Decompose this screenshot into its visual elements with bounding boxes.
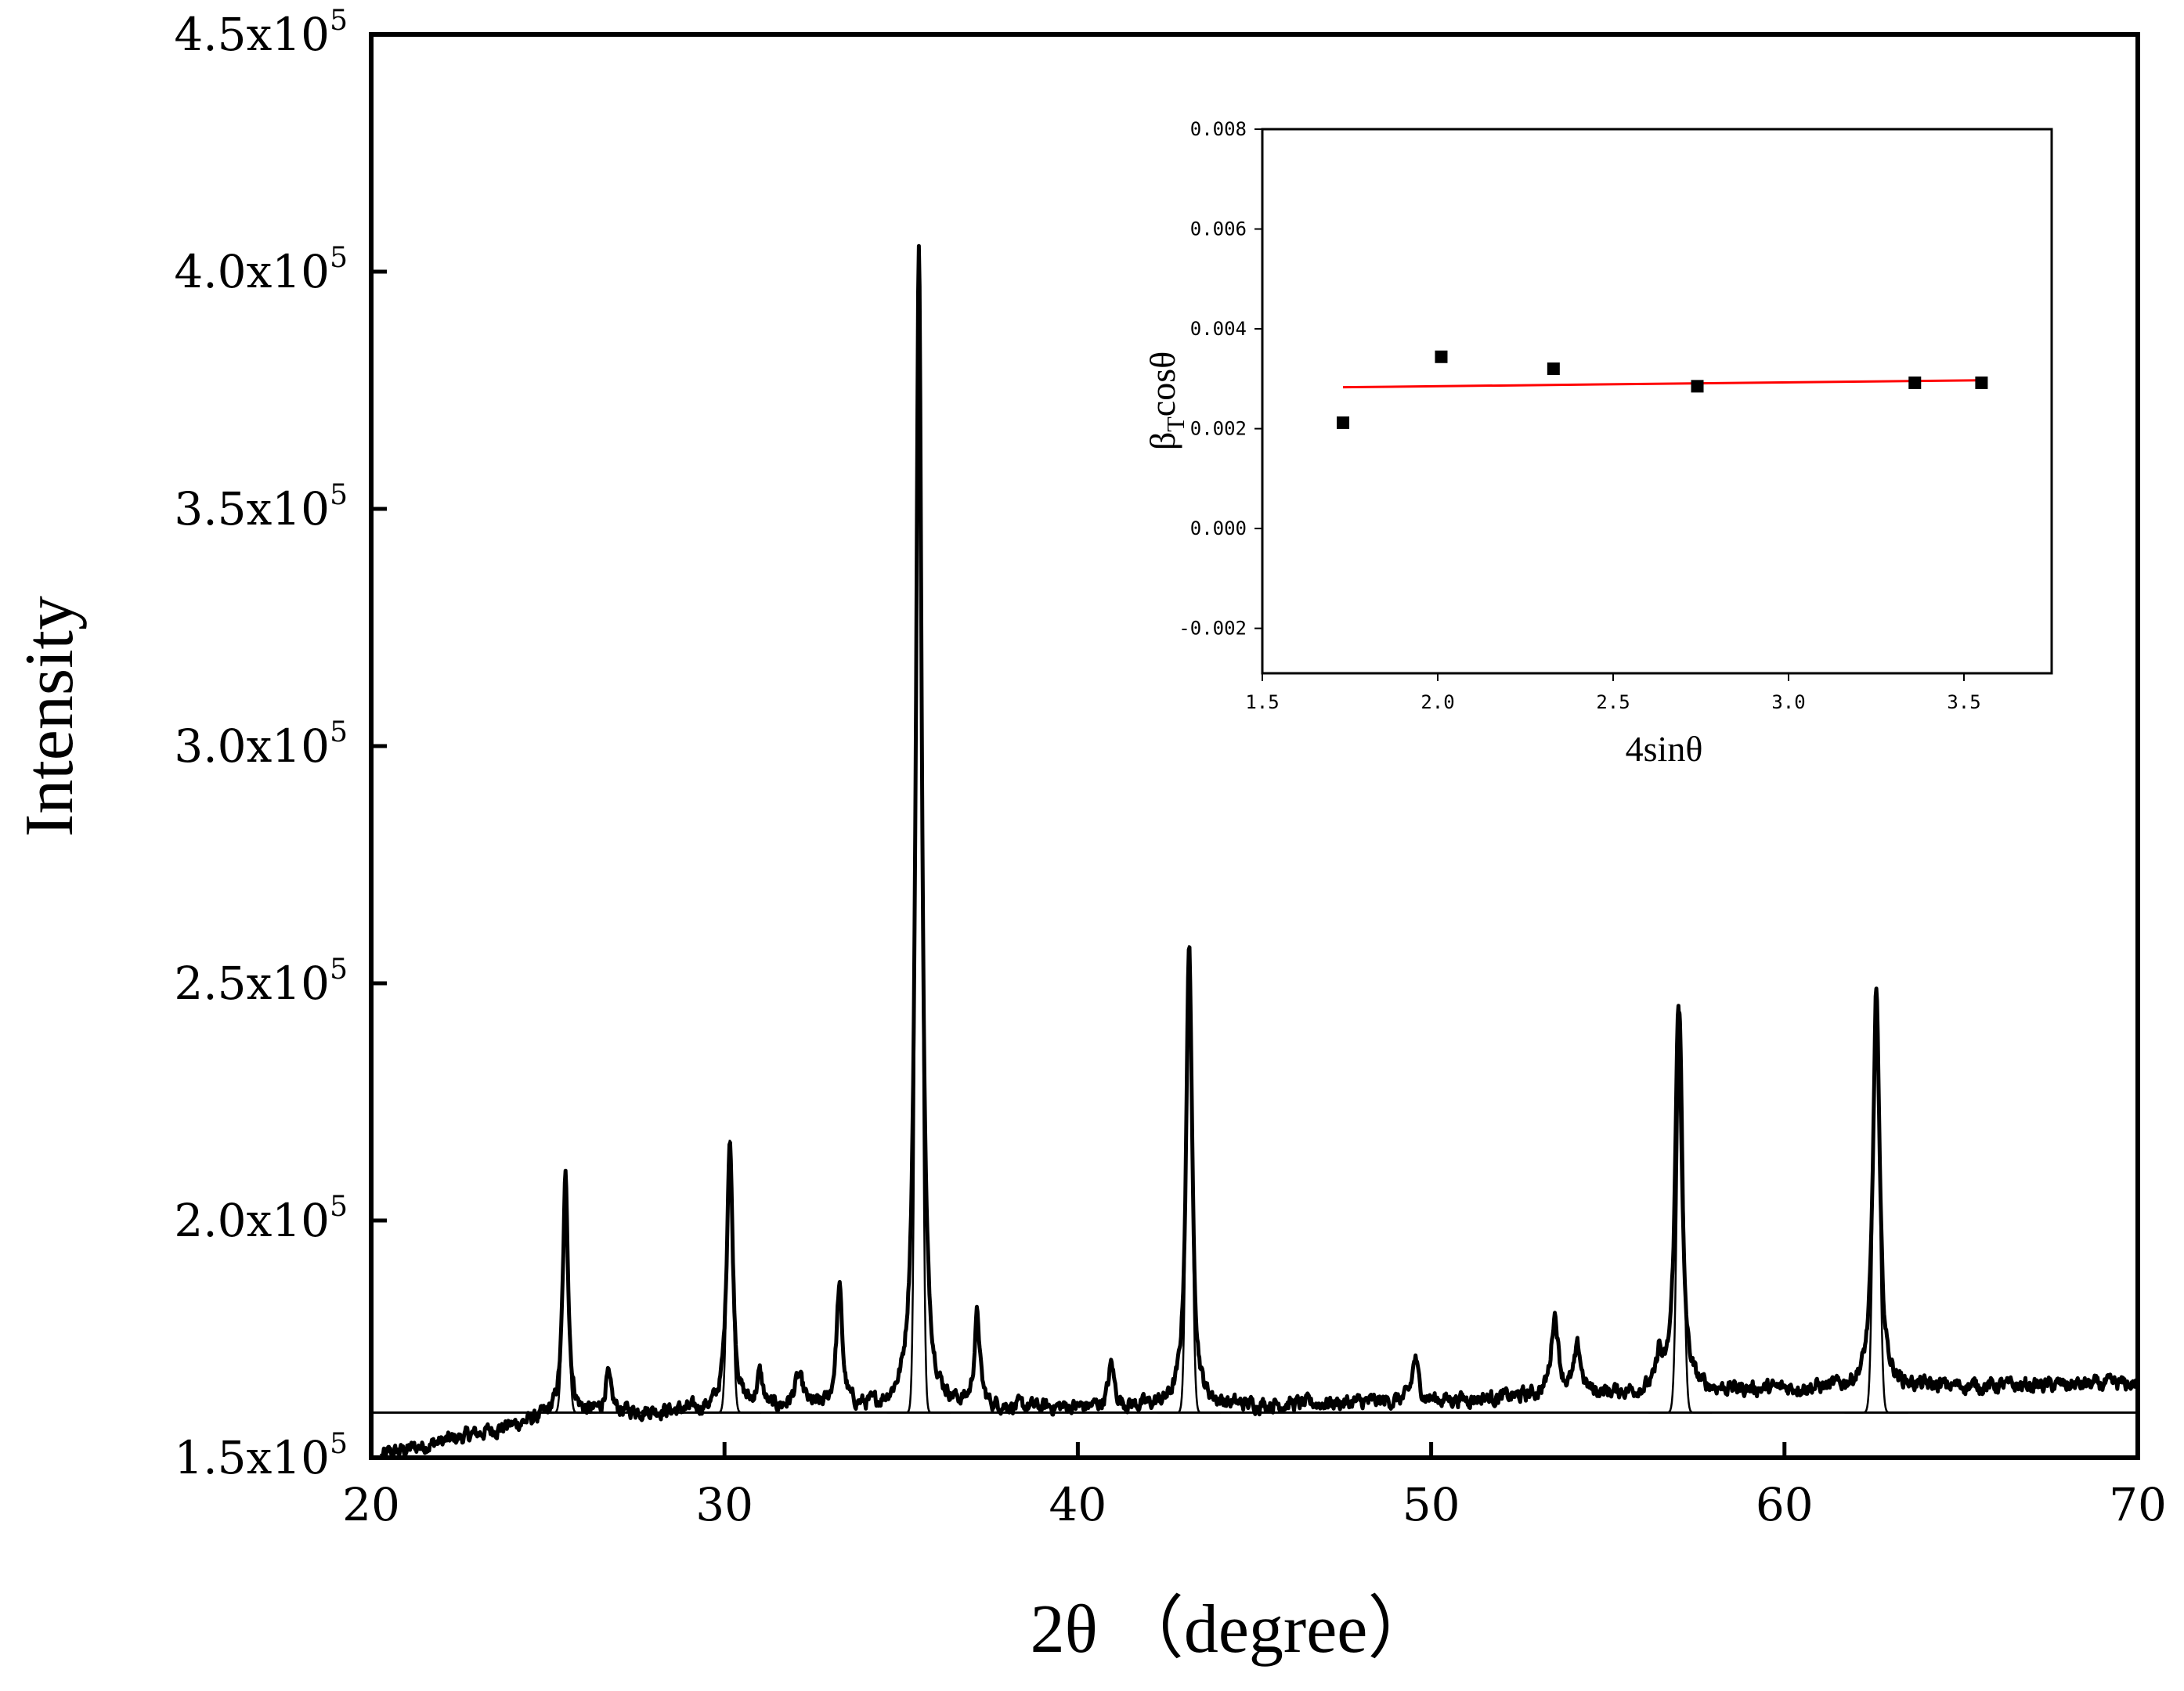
measured-pattern-line: [380, 243, 2139, 1460]
inset-data-point: [1691, 380, 1704, 393]
main-x-axis-title: 2θ （degree）: [1031, 1592, 1437, 1668]
inset-data-point: [1337, 416, 1350, 429]
main-y-tick-label: 4.0x105: [174, 242, 348, 298]
inset-data-point: [1908, 376, 1922, 389]
fitted-peak-line: [533, 1177, 597, 1414]
main-y-axis-title: Intensity: [12, 596, 88, 837]
fitted-peak-line: [1648, 1011, 1713, 1414]
inset-y-tick-label: 0.000: [1190, 517, 1247, 539]
inset-data-point: [1435, 350, 1448, 363]
inset-ylabel-prefix: β: [1143, 432, 1182, 450]
main-x-tick-label: 40: [1049, 1478, 1106, 1531]
main-y-tick-label: 3.5x105: [174, 479, 348, 535]
inset-y-tick-label: 0.004: [1190, 318, 1247, 340]
main-y-tick-label: 4.5x105: [174, 5, 348, 61]
main-x-tick-label: 50: [1402, 1478, 1460, 1531]
inset-plot-frame: [1261, 128, 2053, 675]
inset-y-axis-title: βTcosθ: [1143, 352, 1189, 450]
main-y-tick-label: 2.5x105: [174, 954, 348, 1010]
main-axes-group: 20 30 40 50 60 70 1.5x105 2.0x105 2.5x105 3.0x105…: [174, 5, 2167, 1531]
main-x-tick-label: 30: [695, 1478, 753, 1531]
inset-background: [1262, 129, 2052, 673]
inset-ylabel-suffix: cosθ: [1143, 352, 1182, 416]
inset-fit-line: [1343, 379, 1982, 389]
main-x-tick-label: 70: [2109, 1478, 2167, 1531]
inset-data-point: [1975, 376, 1988, 389]
main-y-tick-label: 3.0x105: [174, 716, 348, 773]
main-series-group: [371, 243, 2139, 1460]
inset-y-tick-label: 0.006: [1190, 218, 1247, 240]
fitted-peak-line: [698, 1139, 762, 1414]
inset-data-point: [1547, 362, 1560, 376]
fitted-peak-line: [1844, 992, 1908, 1414]
fitted-peak-line: [1157, 945, 1222, 1414]
inset-series-group: [1337, 350, 1988, 429]
inset-y-tick-label: 0.008: [1190, 118, 1247, 140]
inset-ylabel-subscript: T: [1161, 416, 1189, 432]
inset-x-tick-label: 3.5: [1947, 691, 1980, 713]
main-x-tick-label: 20: [342, 1478, 400, 1531]
inset-y-tick-label: -0.002: [1179, 618, 1247, 640]
main-y-tick-label: 2.0x105: [174, 1191, 348, 1247]
main-x-tick-label: 60: [1756, 1478, 1814, 1531]
inset-x-tick-label: 2.5: [1596, 691, 1630, 713]
inset-x-tick-label: 2.0: [1421, 691, 1454, 713]
inset-x-tick-label: 1.5: [1245, 691, 1279, 713]
main-y-tick-label: 1.5x105: [174, 1428, 348, 1484]
inset-y-tick-label: 0.002: [1190, 418, 1247, 440]
inset-x-tick-label: 3.0: [1771, 691, 1805, 713]
inset-x-axis-title: 4sinθ: [1626, 729, 1703, 769]
fitted-peak-line: [886, 245, 951, 1414]
inset-axes-group: 1.5 2.0 2.5 3.0 3.5 -0.002 0.000 0.002 0.004 0.00…: [1179, 118, 1980, 713]
